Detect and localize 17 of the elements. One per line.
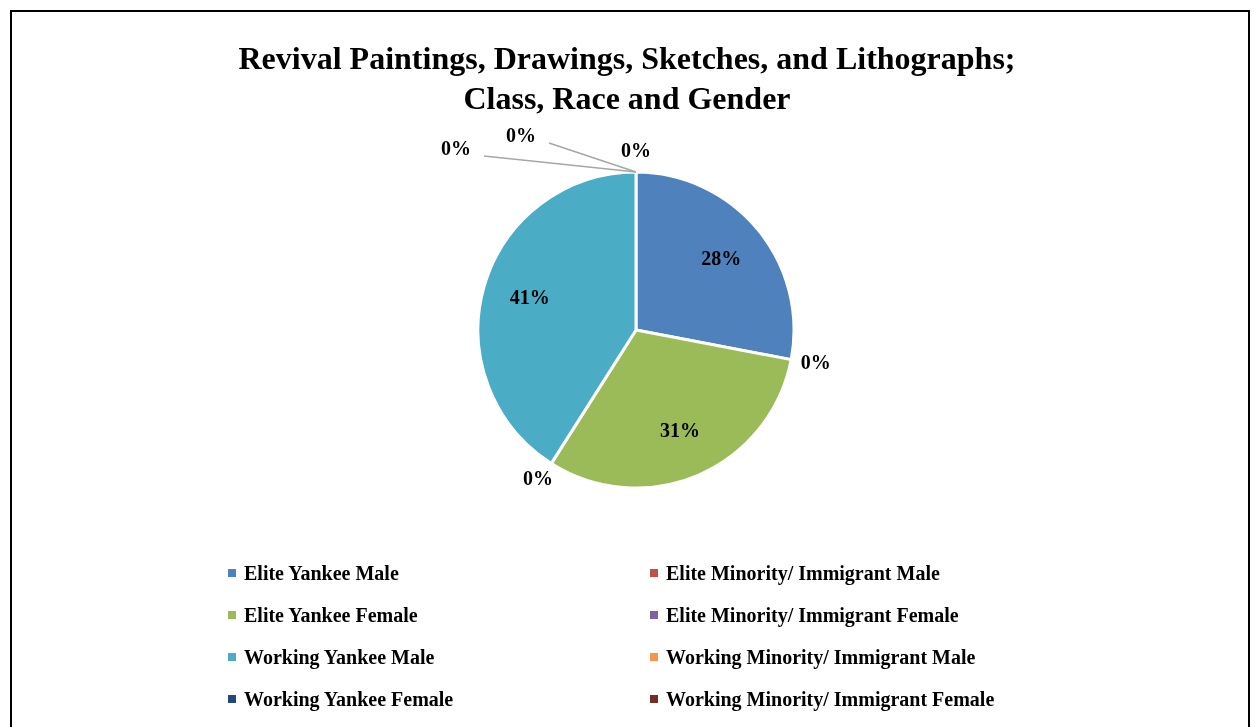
text: 0% [800,350,831,373]
legend-label: Elite Minority/ Immigrant Male [666,561,940,585]
chart-title: Revival Paintings, Drawings, Sketches, and Lithographs; Class, Race and Gender [237,39,1017,118]
legend-label: Elite Minority/ Immigrant Female [666,603,959,627]
data-label: 41% [509,286,550,309]
data-label: 28% [701,246,742,269]
legend-label: Working Yankee Female [244,687,454,711]
legend-label: Elite Yankee Male [244,561,399,585]
text: 0% [621,139,651,162]
legend-label: Elite Yankee Female [244,603,418,627]
text: 0% [522,467,553,490]
legend-label: Working Yankee Male [244,645,435,669]
data-label: 31% [659,418,700,441]
legend-label: Working Minority/ Immigrant Male [666,645,976,669]
text: 0% [506,124,536,147]
text: 0% [441,137,471,160]
legend-label: Working Minority/ Immigrant Female [666,687,995,711]
